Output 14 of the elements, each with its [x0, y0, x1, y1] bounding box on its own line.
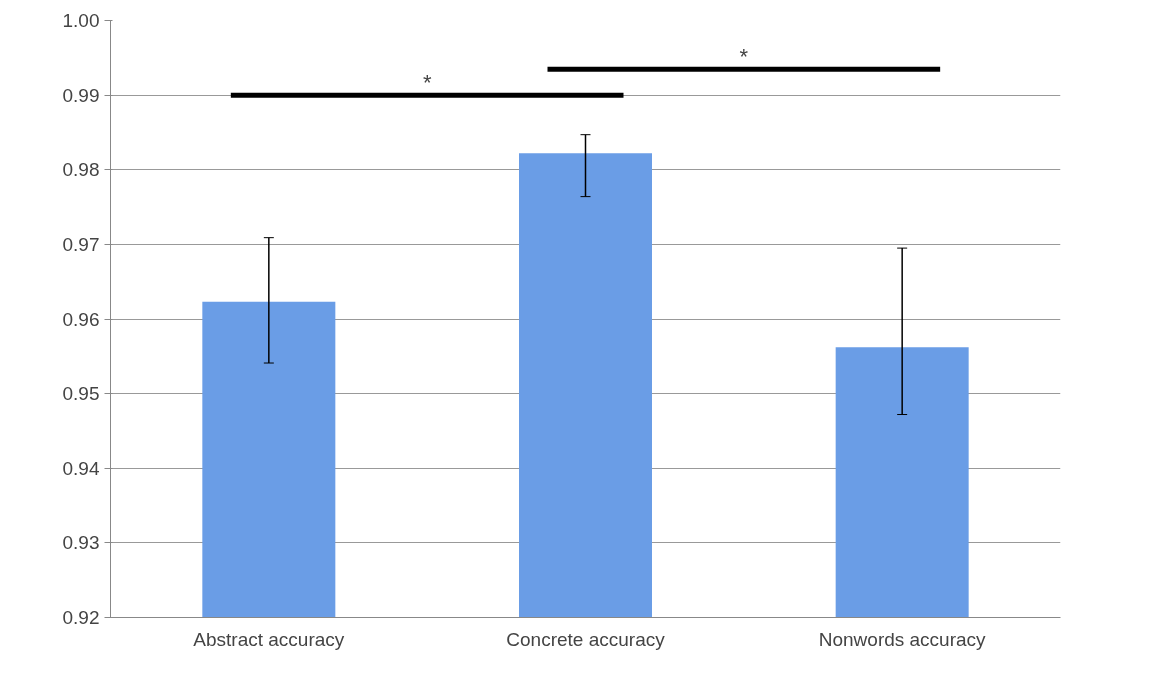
- y-tick-label: 0.93: [62, 532, 100, 554]
- y-tick-label: 0.99: [62, 84, 100, 106]
- y-tick-label: 1.00: [62, 10, 100, 31]
- y-tick-label: 0.98: [62, 159, 100, 181]
- y-tick-label: 0.94: [62, 457, 100, 479]
- x-tick-label: Nonwords accuracy: [818, 628, 987, 650]
- y-tick-label: 0.92: [62, 607, 100, 628]
- y-tick-label: 0.95: [62, 383, 100, 405]
- x-tick-label: Abstract accuracy: [193, 628, 345, 650]
- y-tick-label: 0.97: [62, 233, 100, 255]
- y-tick-label: 0.96: [62, 308, 100, 330]
- x-tick-label: Concrete accuracy: [506, 628, 666, 650]
- annotation: *: [739, 44, 749, 70]
- annotation: *: [422, 70, 432, 96]
